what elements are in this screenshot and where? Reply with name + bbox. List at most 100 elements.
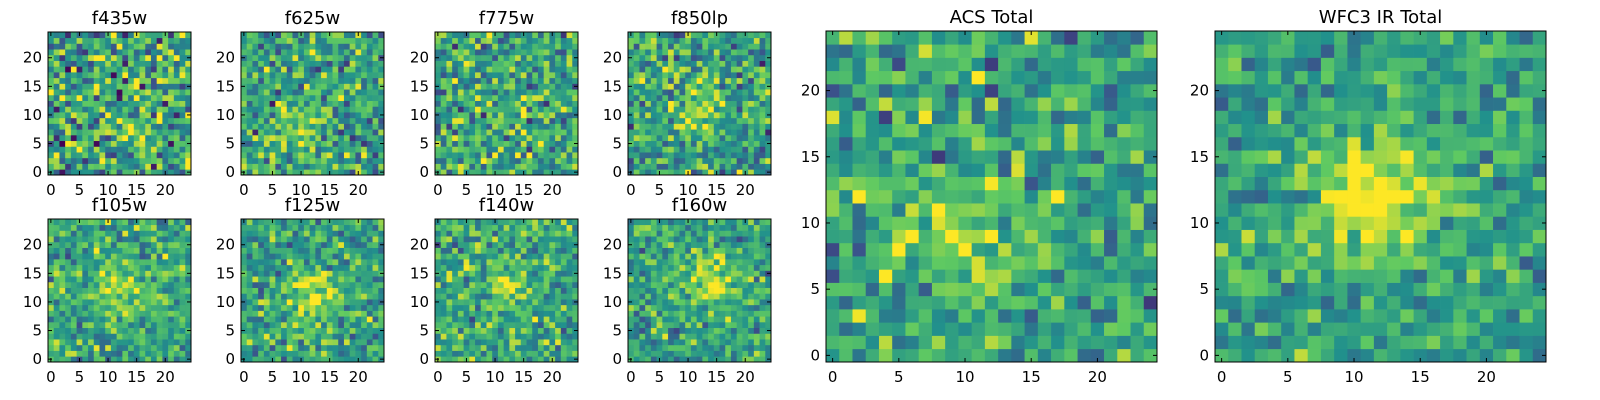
heatmap-cell — [53, 259, 60, 266]
heatmap-cell — [321, 264, 328, 271]
heatmap-cell — [633, 94, 640, 101]
heatmap-cell — [532, 350, 539, 357]
heatmap-cell — [99, 259, 106, 266]
heatmap-cell — [748, 276, 755, 283]
heatmap-cell — [520, 89, 527, 96]
heatmap-cell — [150, 94, 158, 101]
heatmap-cell — [480, 247, 487, 254]
heatmap-cell — [650, 106, 657, 113]
heatmap-cell — [372, 117, 379, 124]
heatmap-cell — [332, 72, 339, 79]
heatmap-cell — [480, 287, 487, 294]
heatmap-cell — [639, 321, 646, 329]
heatmap-cell — [168, 236, 175, 243]
heatmap-cell — [122, 321, 129, 329]
heatmap-cell — [309, 333, 316, 340]
heatmap-cell — [509, 117, 516, 124]
heatmap-cell — [70, 43, 77, 50]
heatmap-cell — [572, 77, 579, 84]
heatmap-cell — [326, 37, 333, 44]
heatmap-cell — [645, 140, 652, 147]
heatmap-cell — [252, 152, 259, 159]
heatmap-cell — [133, 43, 140, 50]
heatmap-cell — [349, 316, 356, 323]
heatmap-cell — [486, 264, 493, 271]
heatmap-cell — [76, 241, 83, 248]
heatmap-cell — [520, 327, 527, 334]
heatmap-cell — [560, 37, 567, 44]
heatmap-cell — [139, 236, 146, 243]
heatmap-cell — [480, 49, 487, 56]
heatmap-cell — [543, 60, 550, 67]
heatmap-cell — [730, 94, 738, 101]
heatmap-cell — [736, 293, 743, 300]
heatmap-cell — [572, 123, 579, 130]
heatmap-cell — [452, 140, 459, 147]
heatmap-cell — [572, 94, 579, 101]
heatmap-cell — [549, 293, 556, 300]
heatmap-cell — [366, 247, 373, 254]
heatmap-cell — [162, 77, 169, 84]
heatmap-cell — [105, 77, 112, 84]
heatmap-cell — [378, 123, 385, 130]
heatmap-cell — [105, 100, 112, 107]
heatmap-cell — [298, 43, 305, 50]
heatmap-cell — [286, 140, 293, 147]
heatmap-cell — [566, 152, 573, 159]
heatmap-cell — [725, 129, 732, 136]
heatmap-cell — [742, 112, 749, 119]
heatmap-cell — [303, 293, 310, 300]
heatmap-cell — [252, 157, 259, 164]
heatmap-cell — [361, 321, 368, 329]
heatmap-cell — [759, 163, 766, 170]
heatmap-cell — [679, 299, 686, 306]
heatmap-cell — [560, 236, 567, 243]
heatmap-cell — [742, 129, 749, 136]
heatmap-cell — [633, 83, 640, 90]
heatmap-cell — [361, 356, 368, 363]
heatmap-cell — [173, 117, 180, 124]
heatmap-cell — [475, 60, 482, 67]
heatmap-cell — [258, 146, 265, 153]
heatmap-cell — [492, 72, 499, 79]
heatmap-cell — [179, 37, 186, 44]
heatmap-cell — [150, 344, 158, 351]
heatmap-cell — [532, 264, 539, 271]
heatmap-cell — [668, 117, 675, 124]
heatmap-cell — [110, 299, 117, 306]
heatmap-cell — [355, 253, 362, 260]
heatmap-cell — [139, 339, 146, 346]
heatmap-cell — [99, 140, 106, 147]
heatmap-cell — [679, 117, 686, 124]
heatmap-cell — [110, 117, 117, 124]
heatmap-cell — [53, 140, 60, 147]
heatmap-cell — [145, 230, 152, 237]
heatmap-cell — [628, 49, 635, 56]
heatmap-cell — [537, 43, 545, 50]
heatmap-cell — [446, 219, 453, 226]
heatmap-cell — [520, 117, 527, 124]
heatmap-cell — [321, 350, 328, 357]
heatmap-cell — [241, 77, 248, 84]
heatmap-cell — [730, 356, 738, 363]
heatmap-cell — [497, 327, 504, 334]
heatmap-cell — [145, 356, 152, 363]
heatmap-cell — [645, 304, 652, 311]
heatmap-cell — [702, 169, 709, 176]
heatmap-cell — [303, 94, 310, 101]
heatmap-cell — [679, 152, 686, 159]
heatmap-cell — [349, 276, 356, 283]
heatmap-cell — [343, 32, 351, 39]
heatmap-cell — [321, 253, 328, 260]
heatmap-cell — [321, 100, 328, 107]
heatmap-cell — [349, 287, 356, 294]
heatmap-cell — [515, 321, 522, 329]
heatmap-cell — [702, 299, 709, 306]
heatmap-cell — [656, 89, 663, 96]
heatmap-cell — [378, 77, 385, 84]
heatmap-cell — [372, 339, 379, 346]
heatmap-cell — [753, 140, 760, 147]
heatmap-cell — [361, 219, 368, 226]
heatmap-cell — [668, 100, 675, 107]
heatmap-cell — [736, 316, 743, 323]
